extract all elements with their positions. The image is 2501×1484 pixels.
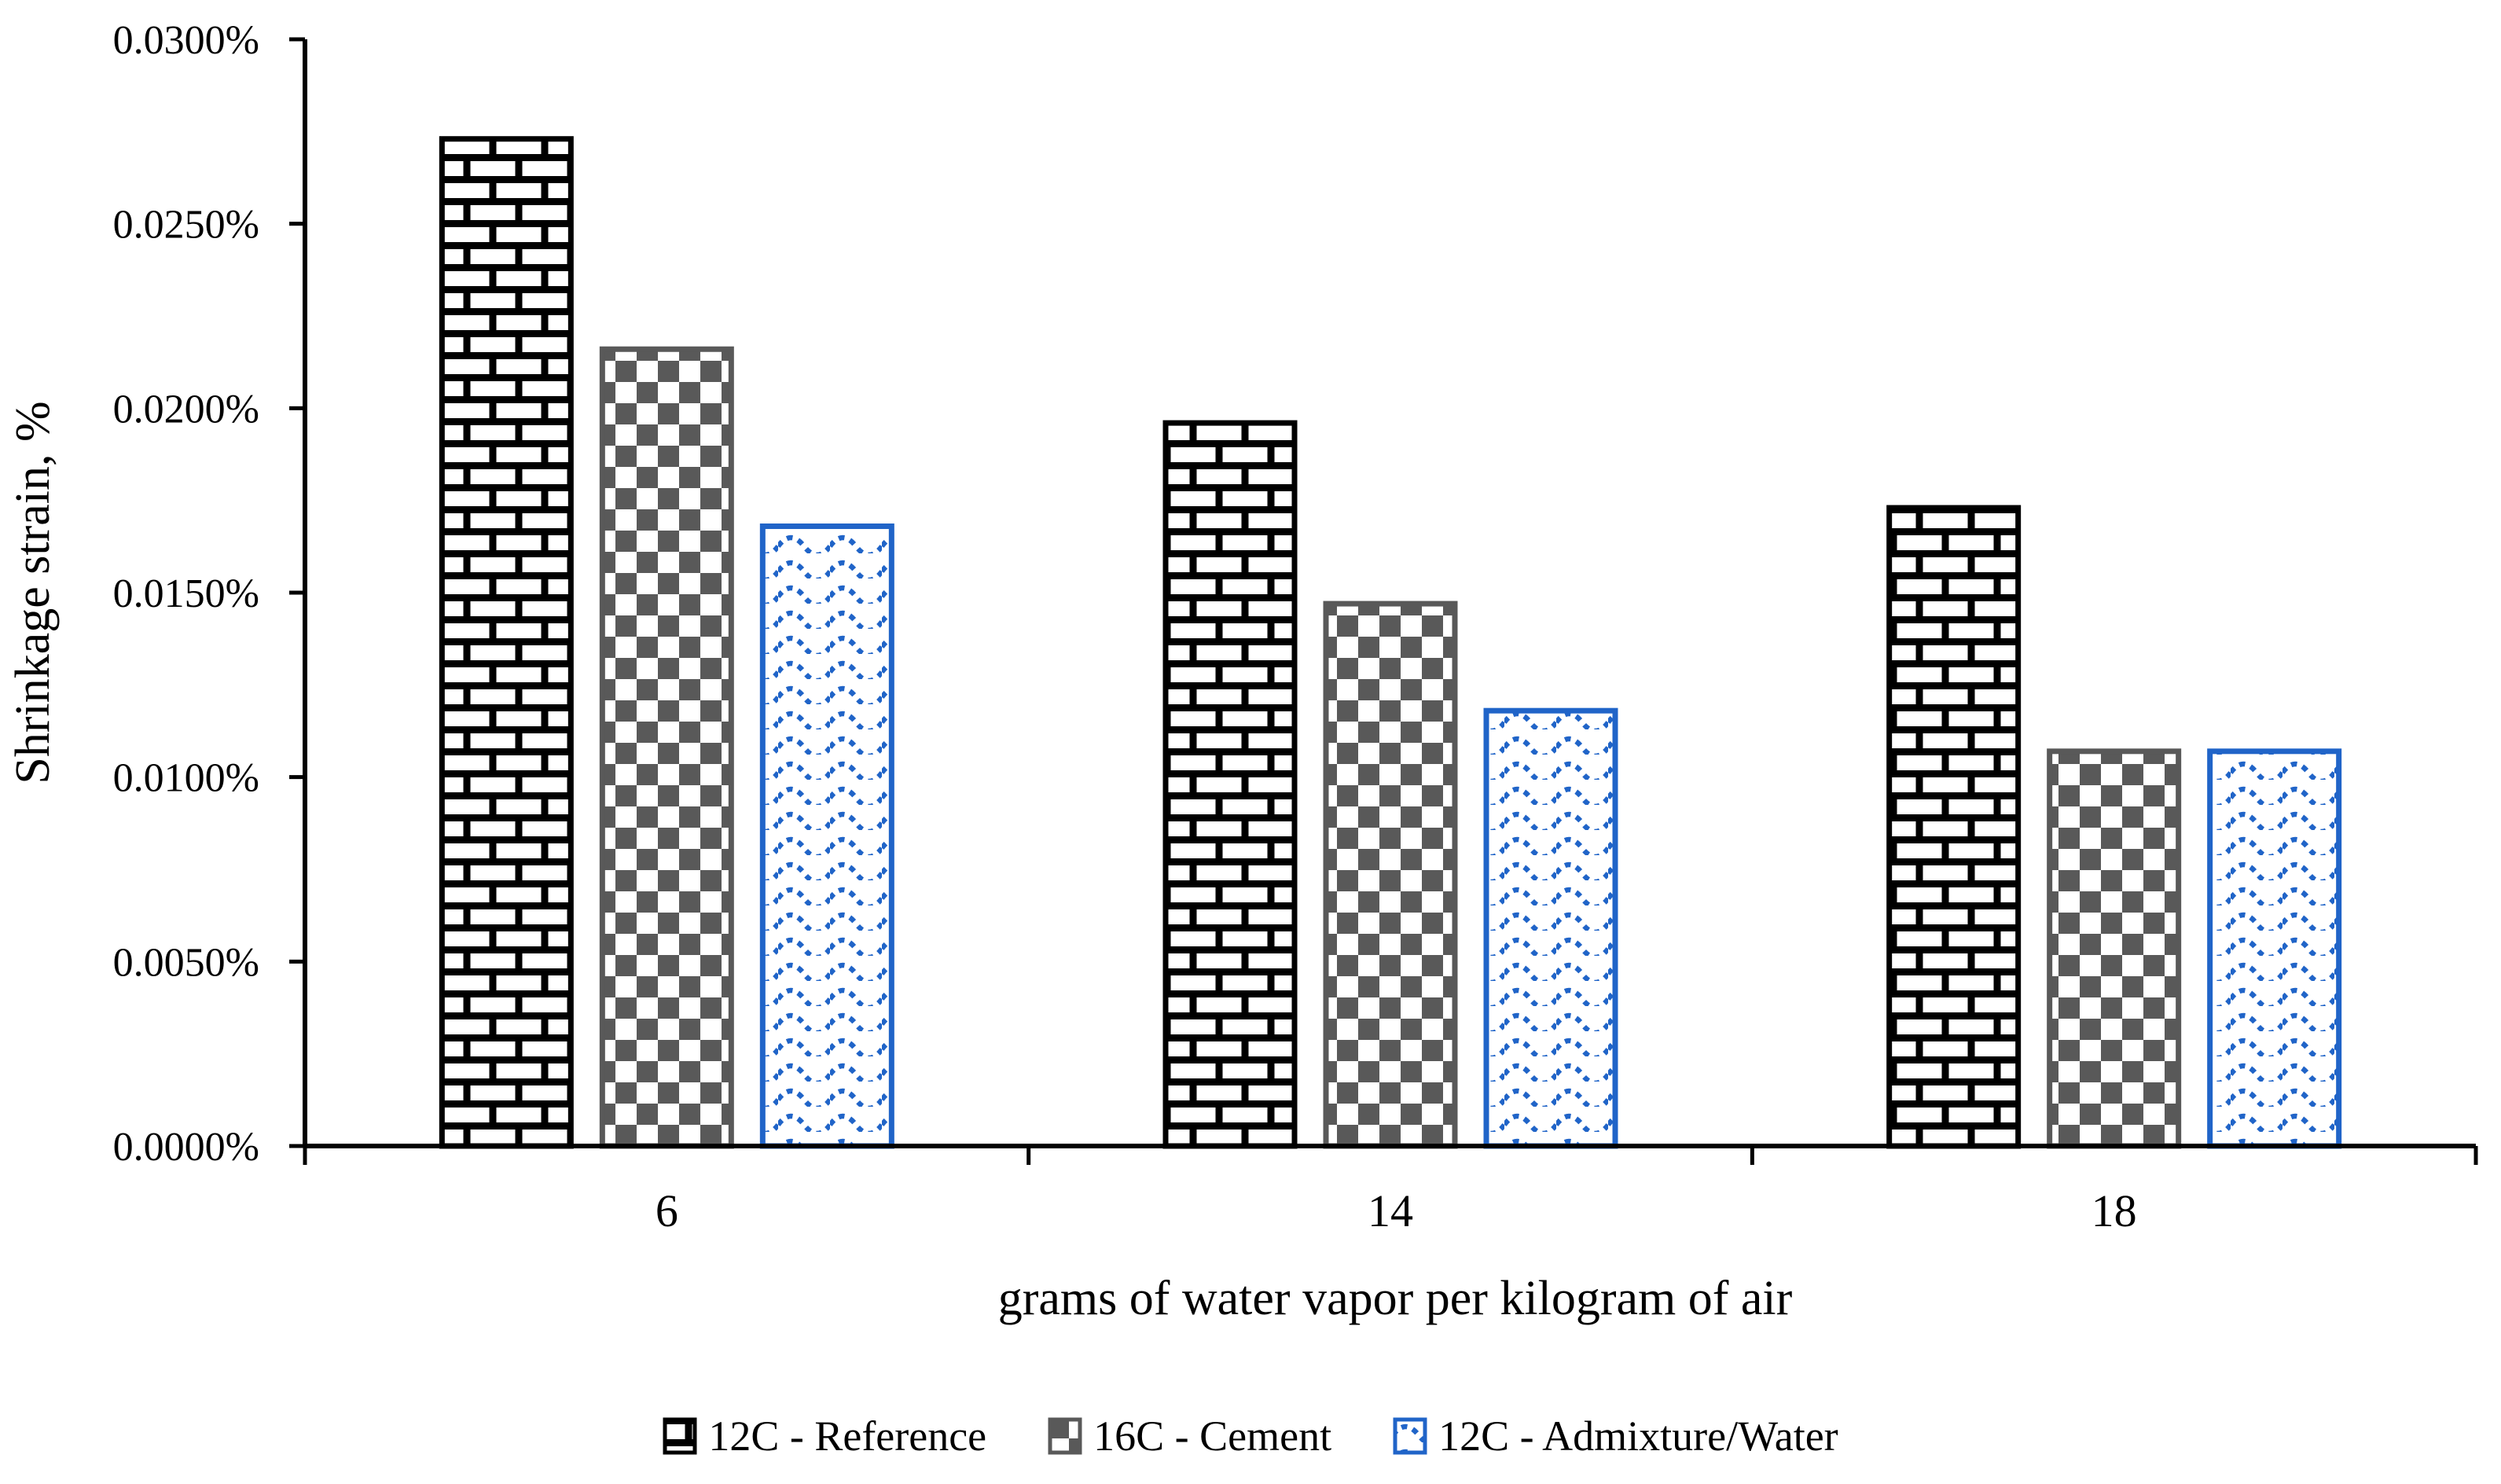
legend-label: 12C - Admixture/Water <box>1438 1412 1838 1460</box>
legend-swatch-brick-icon <box>663 1417 697 1455</box>
chart-legend: 12C - Reference 16C - Cement 12C - Admixtu… <box>0 1401 2501 1471</box>
y-tick-label: 0.0050% <box>113 940 259 985</box>
y-tick-label: 0.0200% <box>113 387 259 432</box>
x-category-label: 6 <box>656 1185 678 1236</box>
legend-item: 16C - Cement <box>1048 1412 1331 1460</box>
legend-item: 12C - Admixture/Water <box>1393 1412 1838 1460</box>
bar-brick-cat0 <box>439 136 574 1149</box>
legend-swatch-wave-icon <box>1393 1417 1427 1455</box>
y-tick-label: 0.0100% <box>113 756 259 801</box>
legend-item: 12C - Reference <box>663 1412 986 1460</box>
x-category-label: 14 <box>1368 1185 1413 1236</box>
bar-wave-cat0 <box>759 523 894 1149</box>
bar-brick-cat1 <box>1162 420 1298 1149</box>
y-tick-label: 0.0150% <box>113 571 259 616</box>
bar-brick-cat2 <box>1886 505 2022 1149</box>
y-tick-label: 0.0250% <box>113 203 259 248</box>
y-tick-label: 0.0300% <box>113 18 259 63</box>
legend-label: 16C - Cement <box>1093 1412 1332 1460</box>
x-category-label: 18 <box>2092 1185 2137 1236</box>
legend-swatch-checker-icon <box>1048 1417 1082 1455</box>
bar-wave-cat1 <box>1483 707 1618 1149</box>
axes-layer: 0.0000% 0.0050% 0.0100% 0.0150% 0.0200% 0.025… <box>113 18 2478 1236</box>
legend-label: 12C - Reference <box>708 1412 987 1460</box>
bar-checker-cat2 <box>2047 748 2182 1149</box>
bar-checker-cat0 <box>599 346 734 1149</box>
bar-checker-cat1 <box>1323 601 1458 1149</box>
bars-layer <box>439 136 2342 1149</box>
y-tick-label: 0.0000% <box>113 1125 259 1170</box>
x-axis-title: grams of water vapor per kilogram of air <box>998 1272 1793 1325</box>
bar-chart: 0.0000% 0.0050% 0.0100% 0.0150% 0.0200% 0.025… <box>6 18 2478 1325</box>
y-axis-title: Shrinkage strain, % <box>6 401 60 784</box>
bar-wave-cat2 <box>2207 748 2342 1149</box>
